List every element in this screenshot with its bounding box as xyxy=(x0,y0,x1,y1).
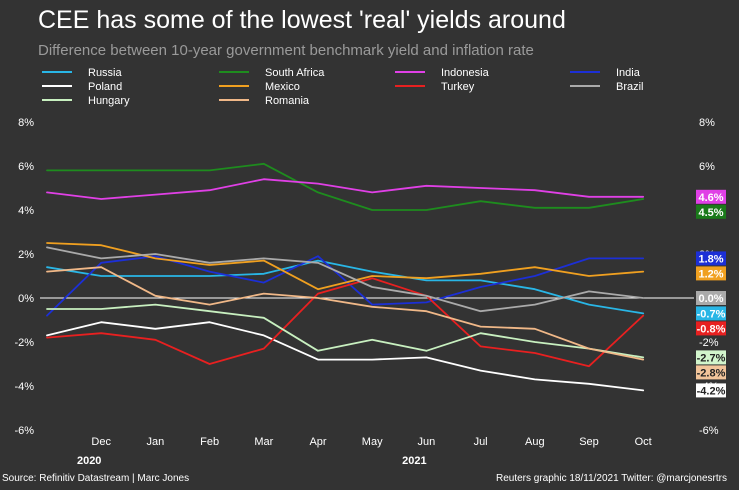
end-label-box-hungary xyxy=(696,350,726,365)
y-tick-left: 8% xyxy=(18,117,34,129)
series-line-romania xyxy=(46,266,645,361)
end-label-poland: -4.2% xyxy=(697,385,726,397)
legend-label-mexico: Mexico xyxy=(265,81,300,93)
y-tick-right: -6% xyxy=(699,425,719,437)
series-line-mexico xyxy=(46,242,645,291)
y-tick-left: -6% xyxy=(14,425,34,437)
x-tick-may: May xyxy=(362,436,383,448)
chart-title: CEE has some of the lowest 'real' yields… xyxy=(38,6,566,34)
legend-label-romania: Romania xyxy=(265,95,310,107)
x-tick-sep: Sep xyxy=(579,436,599,448)
y-axis-left: -6% -4% -2% 0% 2% 4% 6% 8% xyxy=(14,117,34,437)
end-labels: 4.6% 4.5% 1.8% 1.2% 0.0% -0.7% -0.8% -2.7% -2.8%… xyxy=(696,189,726,398)
year-label-2020: 2020 xyxy=(77,455,101,467)
end-label-mexico: 1.2% xyxy=(698,268,723,280)
legend-label-poland: Poland xyxy=(88,81,122,93)
x-tick-apr: Apr xyxy=(309,436,326,448)
x-axis: Dec Jan Feb Mar Apr May Jun Jul Aug Sep Oct 2020 202… xyxy=(77,436,652,467)
end-label-box-romania xyxy=(696,365,726,380)
legend-label-russia: Russia xyxy=(88,67,123,79)
y-tick-left: 6% xyxy=(18,161,34,173)
year-label-2021: 2021 xyxy=(402,455,426,467)
legend-label-india: India xyxy=(616,67,641,79)
end-label-india: 1.8% xyxy=(698,253,723,265)
legend-label-brazil: Brazil xyxy=(616,81,644,93)
end-label-romania: -2.8% xyxy=(697,367,726,379)
end-label-brazil: 0.0% xyxy=(698,293,723,305)
legend-label-turkey: Turkey xyxy=(441,81,475,93)
end-label-hungary: -2.7% xyxy=(697,352,726,364)
legend-label-hungary: Hungary xyxy=(88,95,130,107)
y-tick-right: 8% xyxy=(699,117,715,129)
x-tick-jan: Jan xyxy=(147,436,165,448)
x-tick-aug: Aug xyxy=(525,436,545,448)
x-tick-oct: Oct xyxy=(635,436,652,448)
y-tick-left: 4% xyxy=(18,205,34,217)
end-label-box-indonesia xyxy=(696,189,726,204)
x-tick-dec: Dec xyxy=(91,436,111,448)
end-label-box-russia xyxy=(696,306,726,321)
end-label-box-south-africa xyxy=(696,204,726,219)
series-line-poland xyxy=(46,321,645,392)
series-line-hungary xyxy=(46,303,645,359)
end-label-turkey: -0.8% xyxy=(697,323,726,335)
y-tick-right: 6% xyxy=(699,161,715,173)
x-tick-feb: Feb xyxy=(200,436,219,448)
series-lines xyxy=(46,162,645,392)
y-tick-left: 2% xyxy=(18,249,34,261)
credit-note: Reuters graphic 18/11/2021 Twitter: @mar… xyxy=(496,473,727,484)
series-line-indonesia xyxy=(46,178,645,200)
end-label-russia: -0.7% xyxy=(697,308,726,320)
end-label-box-india xyxy=(696,251,726,266)
end-label-indonesia: 4.6% xyxy=(698,192,723,204)
end-label-box-mexico xyxy=(696,266,726,281)
x-tick-jun: Jun xyxy=(418,436,436,448)
end-label-box-poland xyxy=(696,383,726,398)
legend: Russia South Africa Indonesia India Poland Me… xyxy=(42,67,644,107)
legend-label-indonesia: Indonesia xyxy=(441,67,490,79)
series-line-turkey xyxy=(46,277,645,368)
end-label-box-brazil xyxy=(696,291,726,305)
series-line-brazil xyxy=(46,246,645,313)
x-tick-mar: Mar xyxy=(254,436,273,448)
series-line-russia xyxy=(46,259,645,315)
y-tick-left: -4% xyxy=(14,381,34,393)
y-tick-left: 0% xyxy=(18,293,34,305)
x-tick-jul: Jul xyxy=(474,436,488,448)
chart-subtitle: Difference between 10-year government be… xyxy=(38,42,534,59)
y-tick-left: -2% xyxy=(14,337,34,349)
end-label-box-turkey xyxy=(696,321,726,336)
y-tick-right: -2% xyxy=(699,337,719,349)
source-note: Source: Refinitiv Datastream | Marc Jone… xyxy=(2,473,190,484)
end-label-south-africa: 4.5% xyxy=(698,207,723,219)
series-line-india xyxy=(46,255,645,317)
legend-label-south-africa: South Africa xyxy=(265,67,325,79)
series-line-south-africa xyxy=(46,162,645,211)
